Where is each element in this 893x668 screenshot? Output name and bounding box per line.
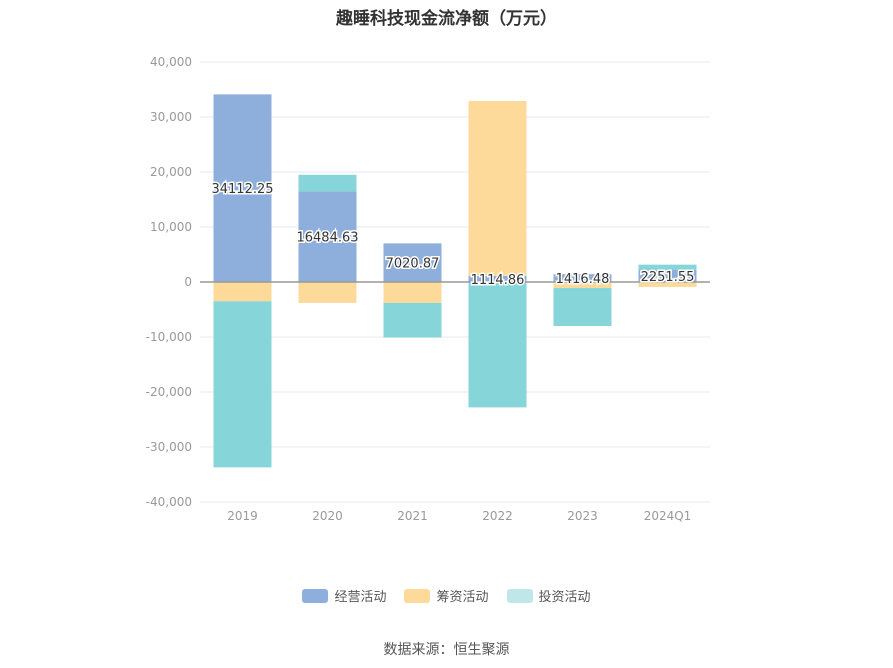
bar-operating-2024Q1 xyxy=(638,269,697,282)
y-axis-ticks: 40,000 30,000 20,000 10,000 0 -10,000 -20,000 -… xyxy=(146,55,192,509)
bar-investing-2023 xyxy=(553,288,612,326)
legend-swatch-financing xyxy=(404,588,431,603)
bar-investing-2020 xyxy=(298,174,357,192)
y-tick-label: 10,000 xyxy=(150,220,192,234)
bar-operating-2021 xyxy=(383,243,442,282)
bar-financing-2024Q1 xyxy=(638,282,697,287)
bar-operating-2019 xyxy=(213,94,272,282)
x-tick-label: 2024Q1 xyxy=(644,509,692,523)
legend-swatch-operating xyxy=(302,588,329,603)
y-tick-label: -10,000 xyxy=(146,330,192,344)
bar-investing-2024Q1 xyxy=(638,264,697,270)
x-tick-label: 2023 xyxy=(567,509,598,523)
y-tick-label: 40,000 xyxy=(150,55,192,69)
data-label: 1416.48 xyxy=(556,272,610,287)
x-tick-label: 2022 xyxy=(482,509,513,523)
bar-financing-2020 xyxy=(298,282,357,303)
bar-operating-2023 xyxy=(553,274,612,282)
data-label: 2251.55 xyxy=(641,270,695,285)
bar-investing-2021 xyxy=(383,302,442,338)
bars xyxy=(213,94,697,468)
data-label: 1114.86 xyxy=(471,273,525,288)
x-axis-ticks: 2019 2020 2021 2022 2023 2024Q1 xyxy=(227,509,691,523)
y-tick-label: -20,000 xyxy=(146,385,192,399)
bar-financing-2019 xyxy=(213,282,272,302)
bar-financing-2021 xyxy=(383,282,442,303)
legend-item-financing[interactable]: 筹资活动 xyxy=(404,586,489,605)
data-label: 16484.63 xyxy=(296,231,358,246)
legend-item-operating[interactable]: 经营活动 xyxy=(302,586,386,605)
source-note: 数据来源：恒生聚源 xyxy=(383,642,510,658)
data-labels: 34112.25 16484.63 7020.87 1114.86 1416.48 225… xyxy=(210,181,696,290)
legend-item-investing[interactable]: 投资活动 xyxy=(506,586,591,605)
bar-investing-2019 xyxy=(213,301,272,468)
bar-financing-2023 xyxy=(553,282,612,289)
data-label: 7020.87 xyxy=(386,257,440,272)
x-tick-label: 2020 xyxy=(312,509,343,523)
legend-label-financing: 筹资活动 xyxy=(436,590,489,605)
x-tick-label: 2019 xyxy=(227,509,258,523)
legend-label-investing: 投资活动 xyxy=(538,590,591,605)
y-tick-label: -40,000 xyxy=(146,495,192,509)
legend-label-operating: 经营活动 xyxy=(334,590,387,605)
chart-title: 趣睡科技现金流净额（万元） xyxy=(336,9,557,29)
bar-operating-2020 xyxy=(298,191,357,282)
bar-investing-2022 xyxy=(468,282,527,408)
y-tick-label: 20,000 xyxy=(150,165,192,179)
legend: 经营活动 筹资活动 投资活动 xyxy=(0,586,893,605)
y-tick-label: 0 xyxy=(184,275,192,289)
legend-swatch-investing xyxy=(506,588,533,603)
data-label: 34112.25 xyxy=(211,182,273,197)
bar-operating-2022 xyxy=(468,275,527,282)
y-tick-label: -30,000 xyxy=(146,440,192,454)
y-tick-label: 30,000 xyxy=(150,110,192,124)
grid-lines xyxy=(200,61,710,503)
bar-financing-2022 xyxy=(468,100,527,276)
x-tick-label: 2021 xyxy=(397,509,428,523)
